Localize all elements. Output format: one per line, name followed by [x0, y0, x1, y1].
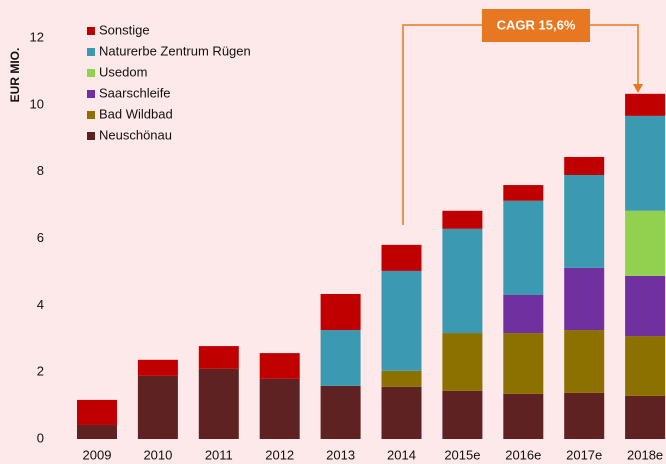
- bar-segment: [259, 378, 300, 439]
- bar-segment: [564, 156, 605, 176]
- bar-segment: [381, 244, 422, 271]
- bar-segment: [503, 393, 544, 439]
- bar-segment: [442, 333, 483, 391]
- annotation-line: [402, 24, 482, 225]
- bar-segment: [442, 390, 483, 439]
- y-tick-label: 8: [37, 163, 44, 178]
- y-tick-label: 12: [30, 29, 44, 44]
- legend-label: Naturerbe Zentrum Rügen: [99, 43, 251, 58]
- bar-segment: [198, 368, 239, 439]
- bar-segment: [381, 370, 422, 387]
- bar-segment: [320, 330, 361, 386]
- x-tick-label: 2015e: [444, 447, 480, 462]
- bar-segment: [625, 336, 666, 396]
- bar-segment: [77, 424, 117, 439]
- bar-segment: [381, 386, 422, 439]
- legend-swatch: [87, 111, 95, 119]
- legend-swatch: [87, 69, 95, 77]
- legend-label: Saarschleife: [99, 85, 171, 100]
- y-tick-label: 10: [30, 96, 44, 111]
- bar-segment: [503, 185, 544, 201]
- bar-segment: [503, 294, 544, 334]
- bar-segment: [564, 175, 605, 268]
- legend-label: Sonstige: [99, 22, 150, 37]
- y-tick-label: 2: [37, 364, 44, 379]
- bar-segment: [137, 359, 178, 376]
- bar-segment: [77, 399, 117, 425]
- bar-segment: [137, 375, 178, 439]
- annotation-arrow: [633, 84, 643, 93]
- legend-swatch: [87, 132, 95, 140]
- x-tick-label: 2009: [83, 447, 112, 462]
- bar-segment: [625, 93, 666, 116]
- x-tick-label: 2011: [205, 447, 233, 462]
- bar-segment: [381, 270, 422, 371]
- x-tick-label: 2018e: [627, 447, 663, 462]
- x-tick-label: 2014: [387, 447, 416, 462]
- legend-swatch: [87, 48, 95, 56]
- legend-swatch: [87, 90, 95, 98]
- legend-label: Usedom: [99, 64, 147, 79]
- bar-segment: [564, 392, 605, 439]
- bar-segment: [198, 346, 239, 369]
- x-tick-label: 2016e: [505, 447, 541, 462]
- y-tick-label: 4: [37, 297, 44, 312]
- x-tick-label: 2013: [326, 447, 355, 462]
- x-tick-label: 2010: [143, 447, 172, 462]
- bar-segment: [442, 210, 483, 229]
- bar-segment: [320, 385, 361, 439]
- bar-segment: [625, 275, 666, 337]
- x-tick-label: 2012: [265, 447, 294, 462]
- bar-segment: [259, 353, 300, 379]
- bar-segment: [564, 330, 605, 393]
- legend-label: Bad Wildbad: [99, 106, 173, 121]
- bar-segment: [564, 267, 605, 331]
- annotation-box: [482, 9, 590, 42]
- bar-segment: [625, 115, 666, 211]
- bar-segment: [625, 395, 666, 439]
- bar-segment: [625, 210, 666, 276]
- annotation-line: [590, 24, 639, 86]
- legend-label: Neuschönau: [99, 127, 172, 142]
- bar-segment: [320, 293, 361, 331]
- bar-segment: [503, 333, 544, 394]
- legend-swatch: [87, 27, 95, 35]
- x-tick-label: 2017e: [566, 447, 602, 462]
- y-axis-label: EUR MIO.: [8, 48, 22, 103]
- annotation-text: CAGR 15,6%: [497, 17, 576, 32]
- y-tick-label: 6: [37, 230, 44, 245]
- bar-segment: [442, 228, 483, 334]
- y-tick-label: 0: [37, 430, 44, 445]
- bar-segment: [503, 200, 544, 295]
